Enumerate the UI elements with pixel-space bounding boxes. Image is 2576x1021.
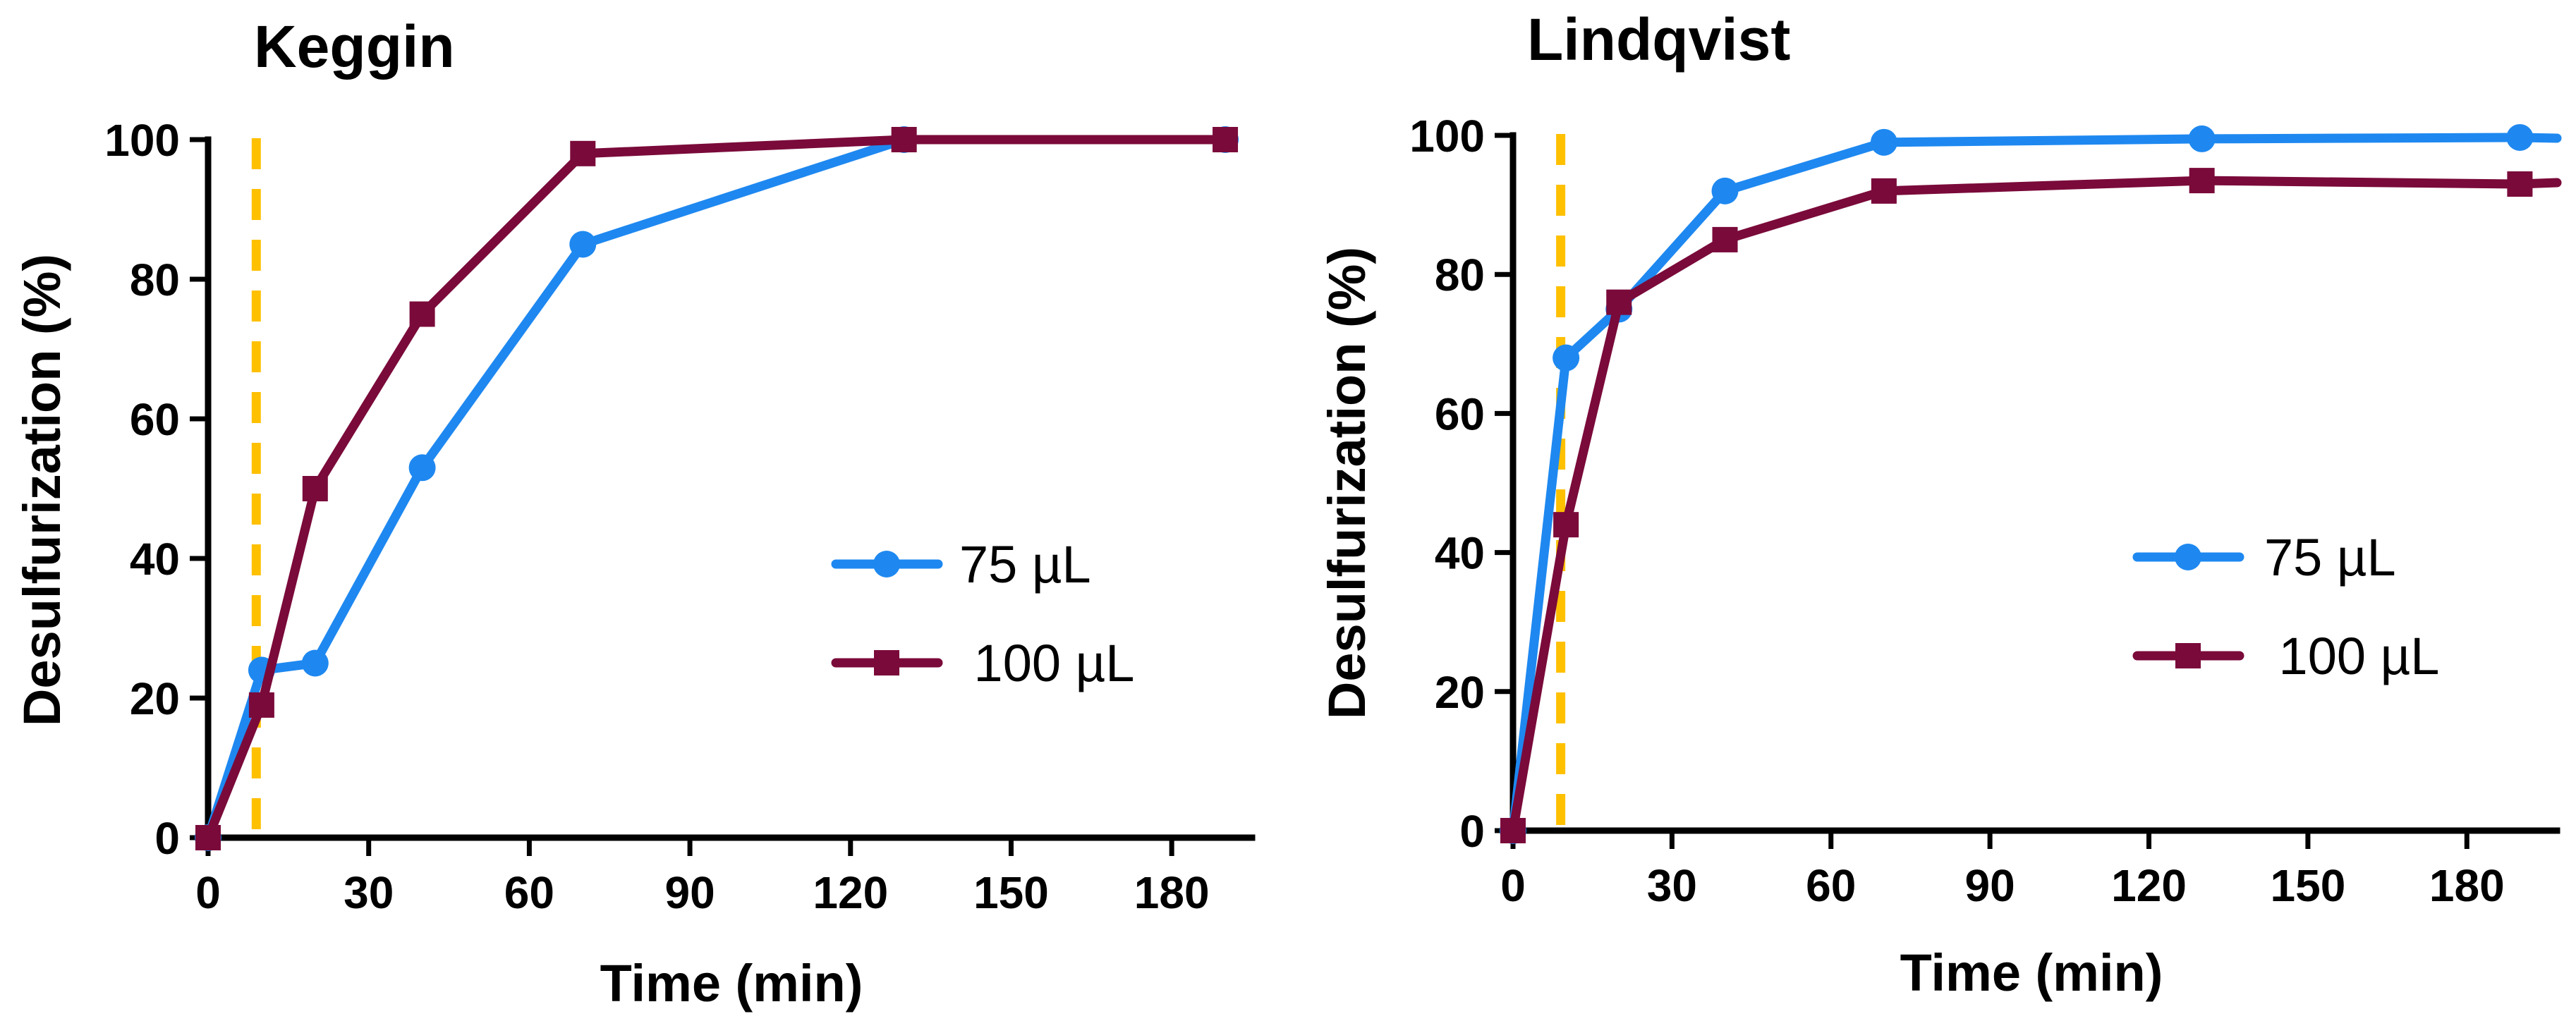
y-tick-label: 20 [1435,667,1485,718]
series-100ul-line [1508,176,2562,836]
x-tick-label: 120 [813,867,888,918]
legend-75ul-label: 75 µL [959,535,1091,594]
legend-75ul-marker [873,551,900,577]
legend-100ul-label: 100 µL [959,634,1134,692]
x-tick-label: 60 [1806,860,1856,911]
series-100ul-point [1712,226,1738,252]
series-75ul-point [569,231,597,258]
series-100ul-line [203,135,1230,843]
chart-title: Lindqvist [1527,6,1790,73]
series-100ul-point [891,127,917,152]
series-100ul-point [570,140,596,166]
series-75ul-point [301,649,329,677]
x-tick-label: 60 [504,867,554,918]
x-tick-label: 30 [344,867,394,918]
legend-75ul-marker [2175,544,2201,570]
y-axis-label: Desulfurization (%) [13,254,71,726]
y-tick-label: 0 [1459,806,1485,857]
x-tick-label: 90 [1965,860,2015,911]
y-tick-label: 60 [130,394,180,445]
series-100ul-point [409,301,435,327]
series-100ul-point [1871,178,1897,204]
legend-100ul-marker [874,650,899,675]
x-tick-label: 180 [2429,860,2505,911]
y-tick-label: 80 [130,255,180,305]
series-100ul-point [1213,127,1239,152]
x-axis-label: Time (min) [600,954,863,1013]
y-tick-label: 80 [1435,250,1485,300]
x-tick-label: 30 [1647,860,1697,911]
y-tick-label: 20 [130,673,180,724]
series-100ul-point [1553,512,1579,538]
y-axis-label: Desulfurization (%) [1318,247,1376,719]
series-100ul-point [2507,171,2533,197]
chart-title: Keggin [254,13,455,80]
series-75ul-line [1508,133,2562,836]
y-tick-label: 60 [1435,389,1485,439]
series-75ul-point [2506,123,2534,151]
series-75ul-line [203,135,1230,843]
series-75ul-point [2188,125,2216,152]
x-axis-label: Time (min) [1900,943,2163,1002]
series-100ul-point [248,692,274,718]
x-tick-label: 180 [1134,867,1210,918]
series-100ul-point [195,825,221,850]
series-100ul-point [1500,818,1526,843]
x-tick-label: 150 [2271,860,2346,911]
y-tick-label: 0 [154,813,180,864]
series-75ul-point [408,454,436,482]
x-tick-label: 90 [664,867,715,918]
x-tick-label: 0 [1500,860,1526,911]
y-tick-label: 100 [104,115,180,166]
x-tick-label: 150 [973,867,1049,918]
series-100ul-point [1606,289,1632,315]
series-75ul-point [1711,177,1739,204]
chart-lindqvist: Lindqvist Desulfurization (%) Time (min)… [1318,6,2562,1002]
y-tick-label: 100 [1409,111,1485,161]
series-100ul-point [302,476,328,501]
x-tick-label: 0 [195,867,221,918]
legend-100ul-label: 100 µL [2264,627,2439,685]
chart-keggin: Keggin Desulfurization (%) Time (min) 0 2… [13,13,1256,1013]
series-100ul-point [2189,168,2215,194]
y-tick-label: 40 [1435,528,1485,579]
legend-75ul-label: 75 µL [2264,528,2396,587]
y-tick-label: 40 [130,534,180,585]
series-75ul-point [1870,128,1897,156]
x-tick-label: 120 [2111,860,2187,911]
legend-100ul-marker [2175,643,2201,668]
series-75ul-point [1553,344,1580,372]
